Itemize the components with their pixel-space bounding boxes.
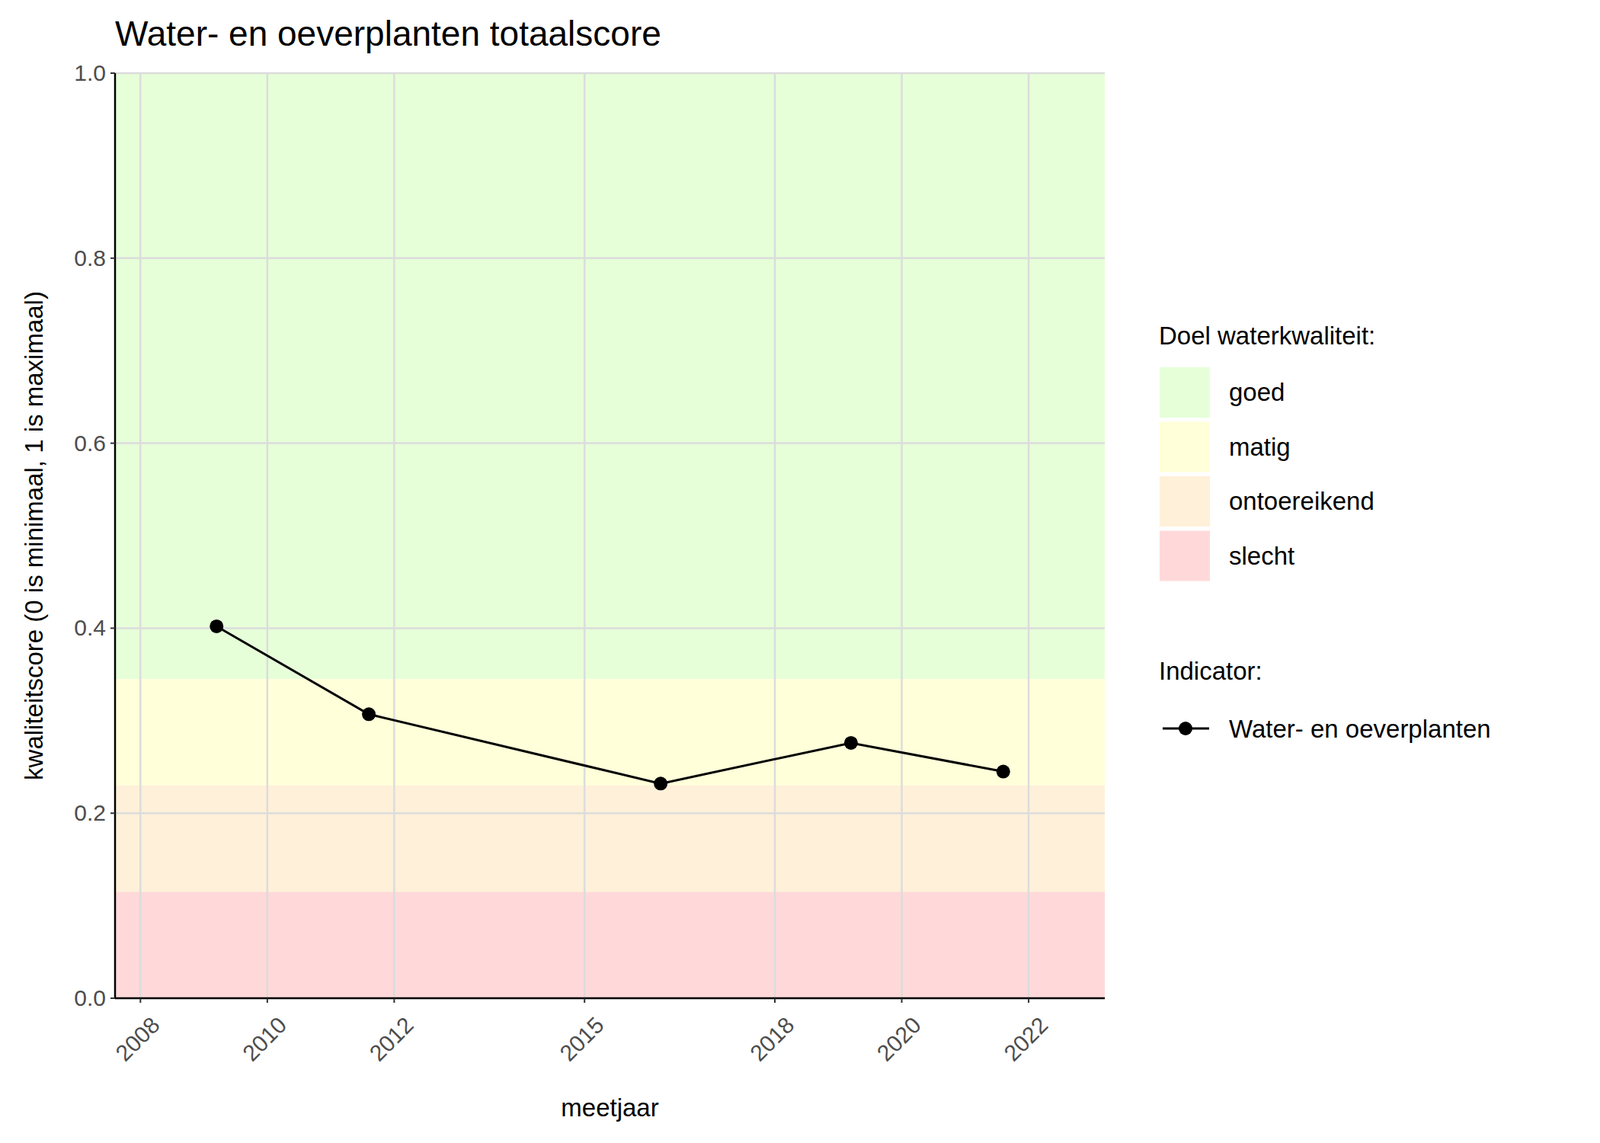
legend-title: Doel waterkwaliteit: [1158, 321, 1376, 350]
legend-label: matig [1228, 432, 1291, 461]
x-tick-label: 2012 [364, 1011, 419, 1066]
x-tick-label: 2008 [110, 1011, 165, 1066]
legend-label: goed [1228, 377, 1285, 407]
tick [110, 257, 116, 260]
legend-key [1178, 721, 1193, 736]
y-tick-label: 0.8 [73, 245, 106, 271]
tick [266, 998, 269, 1003]
grid-line [774, 73, 777, 999]
grid-line [583, 73, 586, 999]
x-tick-label: 2022 [998, 1011, 1053, 1066]
legend-key [1159, 367, 1210, 418]
y-tick-label: 0.0 [73, 985, 106, 1011]
y-tick-label: 0.6 [73, 430, 106, 456]
tick [774, 998, 776, 1003]
tick [110, 997, 116, 999]
x-axis-title: meetjaar [560, 1093, 659, 1122]
title: Water- en oeverplanten totaalscore [115, 13, 662, 54]
grid-line [139, 73, 142, 999]
y-tick-label: 1.0 [73, 60, 106, 86]
grid-line [266, 73, 269, 999]
y-tick-label: 0.4 [73, 614, 106, 640]
y-axis-title: kwaliteitscore (0 is minimaal, 1 is maxi… [19, 291, 48, 781]
tick [110, 627, 116, 629]
band [115, 785, 1105, 893]
legend-label: Water- en oeverplanten [1228, 714, 1492, 743]
tick [110, 812, 116, 814]
y-axis-line [114, 73, 117, 999]
point [844, 736, 858, 750]
grid-line [115, 997, 1105, 1000]
y-tick-label: 0.2 [73, 800, 106, 826]
point [653, 776, 668, 791]
legend-key [1159, 422, 1210, 473]
band [115, 73, 1105, 679]
legend-key [1159, 476, 1210, 527]
legend-key [1159, 531, 1210, 582]
bands [115, 73, 1105, 999]
point [996, 764, 1011, 779]
tick [393, 998, 395, 1003]
x-tick-label: 2010 [237, 1011, 292, 1066]
legend-label: ontoereikend [1228, 486, 1375, 516]
x-tick-label: 2020 [872, 1011, 927, 1066]
grid-line [900, 73, 903, 999]
x-tick-label: 2015 [554, 1011, 609, 1066]
grid-line [393, 73, 396, 999]
tick [1027, 998, 1030, 1003]
grid-line [115, 72, 1105, 75]
legend-title: Indicator: [1158, 656, 1263, 685]
grid-line [115, 441, 1105, 445]
band [115, 891, 1105, 999]
legend-label: slecht [1228, 541, 1295, 570]
grid-line [115, 257, 1105, 260]
tick [110, 72, 116, 74]
x-axis-line [115, 997, 1105, 1000]
grid-line [115, 812, 1105, 815]
tick [110, 442, 116, 445]
tick [583, 998, 586, 1003]
tick [901, 998, 903, 1003]
point [209, 619, 224, 634]
point [361, 707, 376, 721]
grid-line [1027, 73, 1031, 999]
grid [115, 73, 1105, 999]
series-line [216, 626, 1004, 784]
grid-line [115, 627, 1105, 630]
chart: 0.0 0.2 0.4 0.6 0.8 1.0 2008 2010 2012 2015 2018 20… [0, 0, 1600, 1143]
x-tick-label: 2018 [745, 1011, 800, 1066]
band [115, 678, 1105, 786]
tick [139, 998, 141, 1003]
data [209, 619, 1011, 791]
